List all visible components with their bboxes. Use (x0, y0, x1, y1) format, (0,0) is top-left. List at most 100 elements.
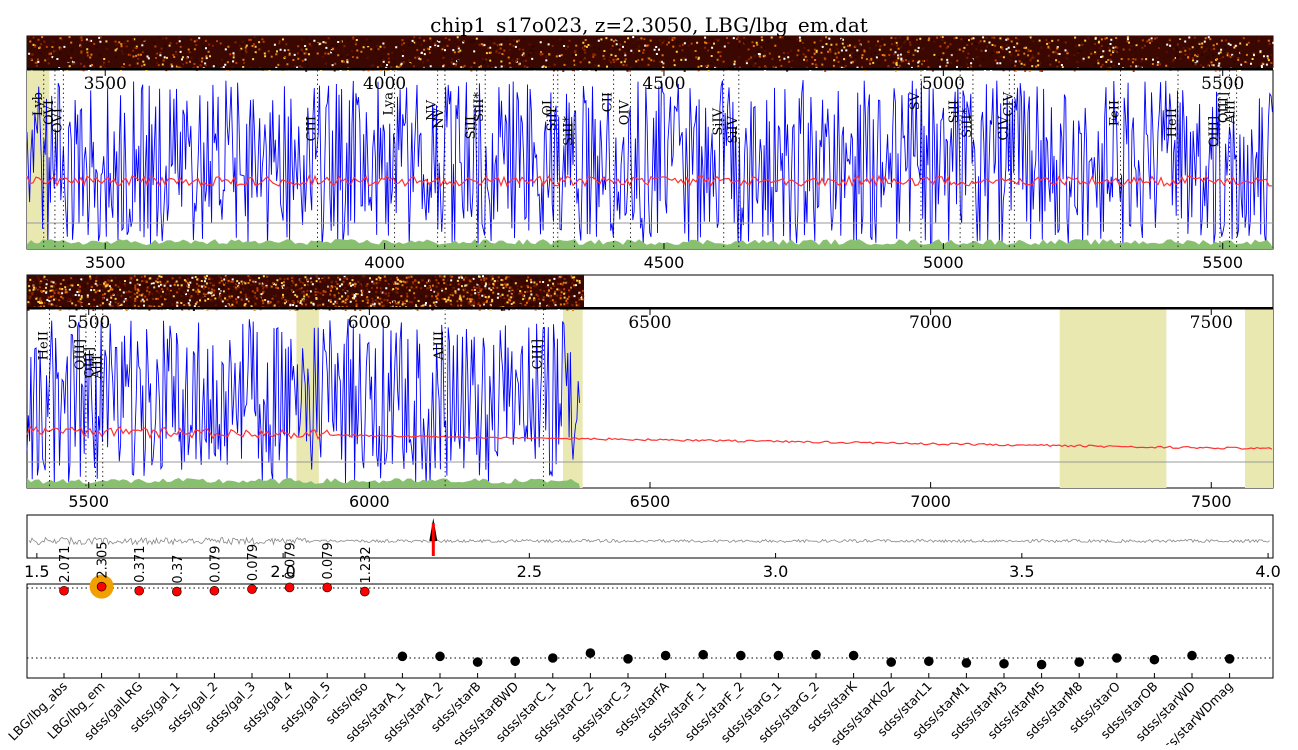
spectrum-2-panel: HeII OIII]OIII]AlII AlIII CIII] 5500 5500 6000… (26, 308, 1274, 511)
model-line (26, 425, 1273, 450)
line-label: HeII (36, 331, 51, 360)
x-tick-label-top: 5500 (1201, 74, 1244, 94)
template-point (472, 657, 483, 667)
error-band (27, 239, 1273, 249)
spectrum-1-frame (26, 69, 1274, 250)
template-point (811, 649, 821, 660)
line-label: HeII (1165, 108, 1180, 137)
x-tick-label-bottom: 4000 (364, 253, 405, 272)
line-label: CIV (1001, 91, 1016, 116)
template-z-label: 0.37 (171, 555, 186, 584)
template-point (698, 649, 709, 660)
x-tick-label-bottom: 6000 (349, 492, 390, 511)
line-label: CII (601, 92, 616, 112)
x-tick-label-bottom: 7000 (910, 492, 951, 511)
template-point (510, 656, 521, 667)
line-label: OIII] (1207, 116, 1222, 147)
template-frame (26, 583, 1274, 679)
spectrum-2-2d-strip-pixels (27, 275, 585, 311)
x-tick-label-top: 7000 (909, 313, 952, 333)
x-tick-label-top: 5000 (922, 74, 965, 94)
x-tick-label-top: 6500 (628, 313, 671, 333)
line-label: OIII] (1216, 92, 1231, 123)
redshift-panel: 1.5 2.0 2.5 3.0 3.5 4.0 (24, 514, 1281, 581)
template-point (773, 650, 784, 661)
template-point (59, 585, 69, 596)
flux-line (26, 318, 580, 486)
masked-region (1059, 309, 1167, 488)
template-point (999, 658, 1009, 669)
template-point (735, 650, 746, 661)
x-tick-label: 3.5 (1009, 562, 1034, 581)
template-point (322, 582, 333, 593)
line-label: OVI (42, 100, 57, 125)
template-point (623, 654, 633, 664)
template-point (1112, 653, 1122, 663)
line-label: SiII (464, 116, 479, 139)
line-label: CIII] (530, 339, 545, 369)
line-label: OIII] (73, 339, 88, 370)
template-point (435, 651, 445, 662)
line-label: SiII (545, 108, 560, 131)
x-tick-label-top: 7500 (1190, 313, 1233, 333)
x-tick-label: 4.0 (1255, 562, 1280, 581)
template-point (961, 658, 972, 668)
template-point (247, 584, 257, 594)
template-z-label: 0.371 (133, 546, 148, 583)
template-point (886, 657, 897, 667)
x-tick-label-top: 4500 (642, 74, 685, 94)
x-tick-label-bottom: 3500 (85, 253, 126, 272)
line-label: SiIV (711, 107, 726, 135)
x-tick-label-bottom: 5500 (1202, 253, 1243, 272)
line-label: AlII (1224, 100, 1239, 125)
template-point (1036, 659, 1047, 670)
x-tick-label: 1.5 (24, 562, 49, 581)
template-point (660, 650, 671, 661)
x-tick-label: 2.0 (270, 562, 295, 581)
template-point (923, 656, 934, 667)
line-label: SV (908, 91, 923, 110)
redshift-frame (26, 514, 1274, 559)
line-label: OVI (50, 108, 65, 133)
error-band (27, 478, 580, 488)
line-label: Lya (382, 92, 397, 116)
x-tick-label: 3.0 (763, 562, 788, 581)
flux-line (26, 80, 1273, 247)
masked-region (1244, 309, 1273, 488)
x-tick-label-top: 4000 (363, 74, 406, 94)
template-point (134, 585, 144, 596)
template-point (359, 586, 370, 597)
line-label: NV (432, 107, 447, 128)
template-z-label: 0.079 (246, 544, 261, 581)
masked-region (27, 70, 50, 249)
line-label: OI (540, 100, 555, 116)
line-label: SiII* (960, 108, 975, 138)
template-point (547, 653, 558, 663)
line-label: NV (425, 99, 440, 120)
template-point (1074, 657, 1084, 667)
spectrum-2-2d-strip-pixels (39, 275, 581, 311)
template-point (96, 581, 107, 592)
line-label: SiIV (726, 115, 741, 143)
x-tick-label-bottom: 7500 (1191, 492, 1232, 511)
template-z-label: 1.232 (359, 546, 374, 583)
x-tick-label-bottom: 5000 (923, 253, 964, 272)
spectrum-2-2d-strip (26, 274, 1274, 311)
template-point (1149, 654, 1160, 665)
template-z-label: 2.071 (58, 546, 73, 583)
template-z-label: 2.305 (96, 541, 111, 578)
line-label: OIII] (82, 347, 97, 378)
template-point (848, 650, 859, 661)
line-label: FeII (1107, 100, 1122, 126)
spectrum-1-2d-strip-pixels (34, 36, 1273, 72)
x-tick-label-top: 5500 (67, 313, 110, 333)
line-label: SiII (947, 100, 962, 123)
line-label: AlIII (432, 331, 447, 361)
figure-title: chip1_s17o023, z=2.3050, LBG/lbg_em.dat (430, 13, 868, 37)
x-tick-label-top: 3500 (84, 74, 127, 94)
likelihood-line (28, 536, 1270, 546)
template-point (209, 585, 220, 596)
